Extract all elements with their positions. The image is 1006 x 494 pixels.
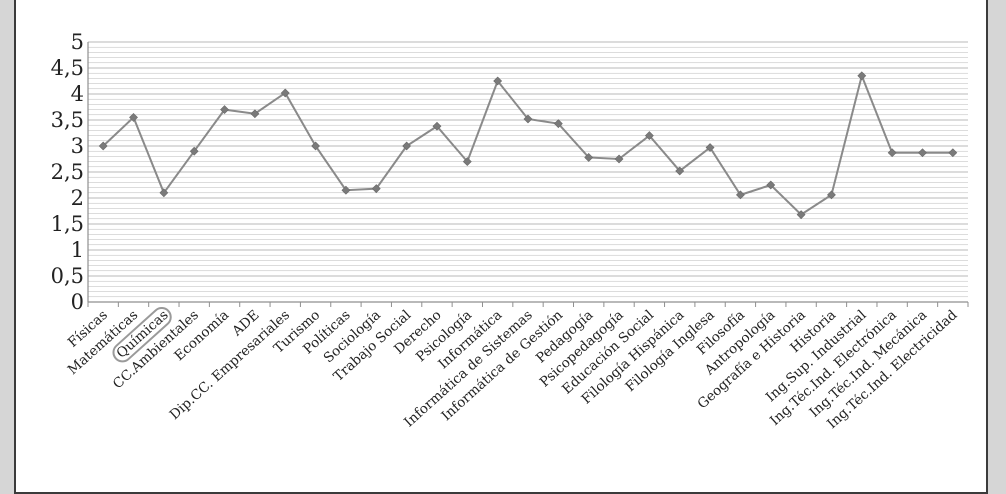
data-point-marker [675, 166, 685, 176]
y-tick-label: 4 [71, 82, 84, 106]
y-tick-label: 5 [71, 30, 84, 54]
data-point-marker [827, 190, 836, 200]
y-axis-tick-labels: 00,511,522,533,544,55 [51, 30, 84, 314]
y-tick-label: 1 [71, 238, 84, 262]
y-tick-label: 1,5 [51, 212, 84, 236]
data-point-marker [584, 153, 594, 162]
data-point-marker [159, 188, 169, 198]
gridlines [88, 41, 968, 303]
data-point-marker [493, 76, 503, 86]
data-point-marker [735, 190, 745, 200]
data-series [98, 71, 958, 220]
chart-frame [14, 0, 988, 494]
axes [87, 42, 969, 307]
data-point-marker [918, 148, 927, 158]
data-point-marker [523, 114, 533, 124]
data-point-marker [857, 71, 867, 81]
series-line [102, 72, 953, 216]
data-point-marker [220, 105, 229, 115]
data-point-marker [402, 141, 412, 151]
y-tick-label: 4,5 [51, 56, 84, 80]
data-point-marker [948, 148, 958, 158]
data-point-marker [250, 109, 260, 119]
data-point-marker [644, 131, 654, 141]
data-point-marker [887, 148, 897, 158]
data-point-marker [98, 141, 108, 151]
data-point-marker [371, 184, 381, 194]
x-axis-category-labels: FísicasMatemáticasQuímicasCC.Ambientales… [65, 307, 961, 432]
data-point-marker [614, 154, 624, 164]
data-point-marker [311, 141, 321, 151]
data-point-marker [189, 146, 199, 156]
highlight-circle [112, 307, 172, 363]
data-point-marker [432, 121, 442, 131]
data-point-marker [553, 119, 563, 129]
data-point-marker [129, 112, 138, 122]
y-tick-label: 2 [71, 186, 84, 210]
data-point-marker [796, 210, 806, 220]
y-tick-label: 3 [71, 134, 84, 158]
data-point-marker [766, 180, 776, 190]
y-tick-label: 3,5 [51, 108, 84, 132]
data-point-marker [341, 185, 351, 195]
data-point-marker [462, 157, 472, 167]
y-tick-label: 2,5 [51, 160, 84, 184]
data-point-marker [705, 143, 715, 152]
y-tick-label: 0,5 [51, 264, 84, 288]
data-point-marker [280, 88, 290, 98]
y-tick-label: 0 [71, 290, 84, 314]
